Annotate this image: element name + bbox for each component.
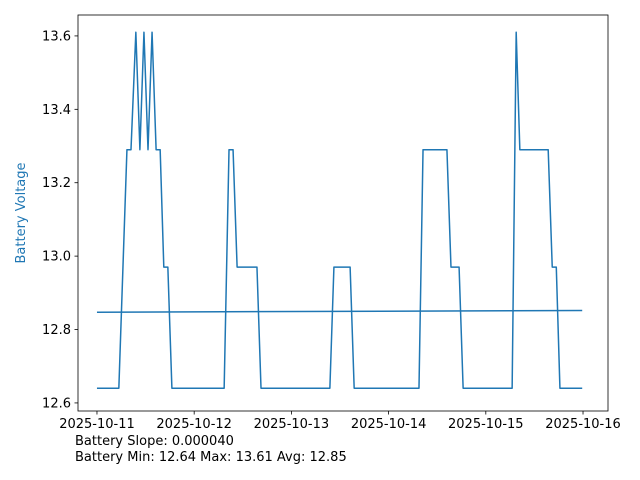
x-tick-label: 2025-10-15 [448,417,524,432]
data-line [96,31,583,389]
y-tick-label: 12.8 [42,323,71,338]
y-tick-label: 13.2 [42,176,71,191]
y-tick-label: 12.6 [42,396,71,411]
y-tick-label: 13.4 [42,103,71,118]
annotation: Battery Min: 12.64 Max: 13.61 Avg: 12.85 [75,450,347,465]
y-tick-label: 13.6 [42,29,71,44]
x-tick-label: 2025-10-11 [59,417,135,432]
data-line [96,309,583,314]
x-tick-label: 2025-10-14 [351,417,427,432]
x-tick-label: 2025-10-13 [254,417,330,432]
y-axis-label: Battery Voltage [14,162,29,263]
x-tick-label: 2025-10-12 [156,417,232,432]
x-tick-label: 2025-10-16 [545,417,621,432]
annotation: Battery Slope: 0.000040 [75,434,234,449]
y-tick-label: 13.0 [42,250,71,265]
plot-frame [77,14,609,412]
